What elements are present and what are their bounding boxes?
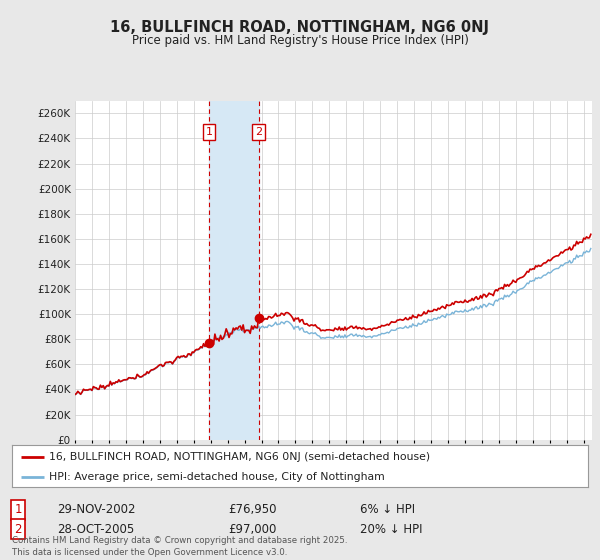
Text: £76,950: £76,950 bbox=[228, 503, 277, 516]
Text: 29-NOV-2002: 29-NOV-2002 bbox=[57, 503, 136, 516]
Text: 20% ↓ HPI: 20% ↓ HPI bbox=[360, 522, 422, 536]
Text: HPI: Average price, semi-detached house, City of Nottingham: HPI: Average price, semi-detached house,… bbox=[49, 472, 385, 482]
Text: 16, BULLFINCH ROAD, NOTTINGHAM, NG6 0NJ: 16, BULLFINCH ROAD, NOTTINGHAM, NG6 0NJ bbox=[110, 20, 490, 35]
Text: 16, BULLFINCH ROAD, NOTTINGHAM, NG6 0NJ (semi-detached house): 16, BULLFINCH ROAD, NOTTINGHAM, NG6 0NJ … bbox=[49, 452, 431, 462]
Text: £97,000: £97,000 bbox=[228, 522, 277, 536]
Text: 1: 1 bbox=[14, 503, 22, 516]
Bar bbox=[209, 101, 259, 440]
Text: 2: 2 bbox=[255, 127, 262, 137]
Text: 2: 2 bbox=[14, 522, 22, 536]
Text: 6% ↓ HPI: 6% ↓ HPI bbox=[360, 503, 415, 516]
Text: 1: 1 bbox=[206, 127, 212, 137]
Text: Contains HM Land Registry data © Crown copyright and database right 2025.
This d: Contains HM Land Registry data © Crown c… bbox=[12, 536, 347, 557]
Text: 28-OCT-2005: 28-OCT-2005 bbox=[57, 522, 134, 536]
Text: Price paid vs. HM Land Registry's House Price Index (HPI): Price paid vs. HM Land Registry's House … bbox=[131, 34, 469, 46]
